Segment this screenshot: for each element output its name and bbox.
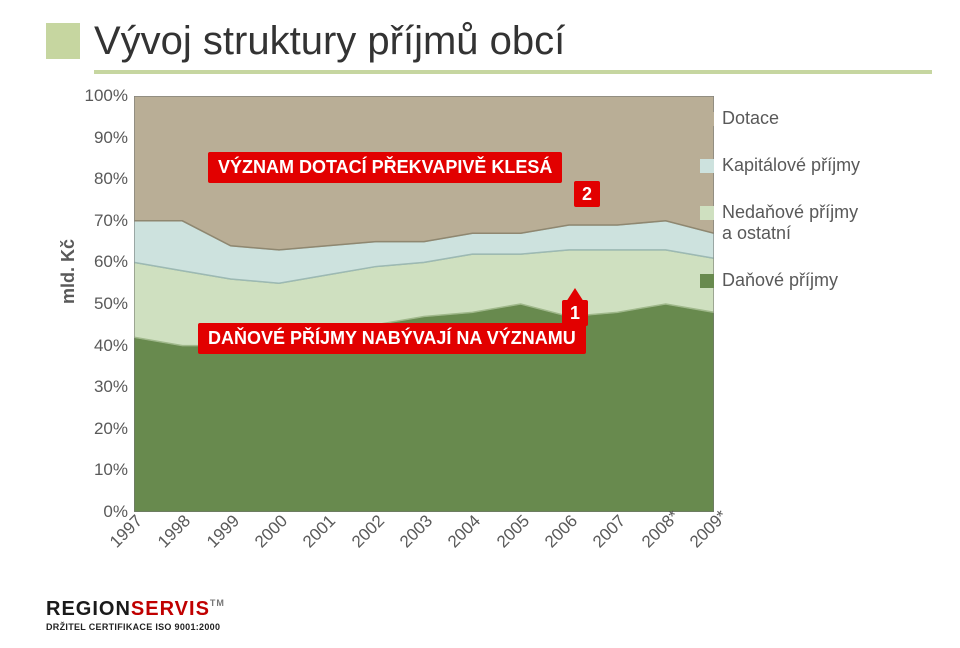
legend-swatch-dotace <box>700 112 714 126</box>
x-tick-label: 1998 <box>154 511 195 552</box>
slide: Vývoj struktury příjmů obcí mld. Kč VÝZN… <box>0 0 960 648</box>
y-tick-label: 60% <box>76 252 128 272</box>
callout-badge-1: 1 <box>562 300 588 326</box>
x-tick-label: 2003 <box>396 511 437 552</box>
y-tick-label: 90% <box>76 128 128 148</box>
y-tick-label: 0% <box>76 502 128 522</box>
x-tick-label: 2008* <box>638 507 684 553</box>
callout-top-box: VÝZNAM DOTACÍ PŘEKVAPIVĚ KLESÁ <box>208 152 562 183</box>
logo-part-2: SERVIS <box>131 598 210 620</box>
callout-badge-2: 2 <box>574 181 600 207</box>
callout-bottom-box: DAŇOVÉ PŘÍJMY NABÝVAJÍ NA VÝZNAMU <box>198 323 586 354</box>
y-tick-label: 70% <box>76 211 128 231</box>
legend-item-danove: Daňové příjmy <box>700 270 860 291</box>
y-tick-label: 30% <box>76 377 128 397</box>
y-tick-label: 50% <box>76 294 128 314</box>
x-tick-label: 2005 <box>493 511 534 552</box>
plot-wrap: VÝZNAM DOTACÍ PŘEKVAPIVĚ KLESÁ 2 DAŇOVÉ … <box>134 96 714 512</box>
x-tick-label: 2004 <box>444 511 485 552</box>
title-bar: Vývoj struktury příjmů obcí <box>46 10 565 72</box>
x-tick-label: 2002 <box>348 511 389 552</box>
legend-label-kapitalove: Kapitálové příjmy <box>722 155 860 176</box>
x-tick-label: 2006 <box>541 511 582 552</box>
legend-label-dotace: Dotace <box>722 108 779 129</box>
x-tick-label: 2007 <box>589 511 630 552</box>
legend-swatch-danove <box>700 274 714 288</box>
x-tick-label: 1999 <box>203 511 244 552</box>
logo-part-1: REGION <box>46 598 131 620</box>
iso-line: DRŽITEL CERTIFIKACE ISO 9001:2000 <box>46 622 225 632</box>
legend-label-nedanove: Nedaňové příjmy a ostatní <box>722 202 858 244</box>
logo-text: REGIONSERVISTM <box>46 598 225 621</box>
legend-swatch-nedanove <box>700 206 714 220</box>
y-tick-label: 10% <box>76 460 128 480</box>
page-title: Vývoj struktury příjmů obcí <box>94 19 565 64</box>
legend-item-kapitalove: Kapitálové příjmy <box>700 155 860 176</box>
x-tick-label: 2000 <box>251 511 292 552</box>
logo-tm: TM <box>210 598 225 608</box>
title-underline <box>94 70 932 74</box>
title-accent-block <box>46 23 80 59</box>
legend-label-danove: Daňové příjmy <box>722 270 838 291</box>
legend-item-dotace: Dotace <box>700 108 860 129</box>
x-tick-label: 2001 <box>299 511 340 552</box>
legend-swatch-kapitalove <box>700 159 714 173</box>
x-tick-label: 2009* <box>686 507 732 553</box>
y-tick-label: 100% <box>76 86 128 106</box>
y-tick-label: 40% <box>76 336 128 356</box>
legend: Dotace Kapitálové příjmy Nedaňové příjmy a… <box>700 108 860 317</box>
legend-item-nedanove: Nedaňové příjmy a ostatní <box>700 202 860 244</box>
footer-logo: REGIONSERVISTM DRŽITEL CERTIFIKACE ISO 9… <box>46 598 225 632</box>
y-tick-label: 20% <box>76 419 128 439</box>
y-tick-label: 80% <box>76 169 128 189</box>
